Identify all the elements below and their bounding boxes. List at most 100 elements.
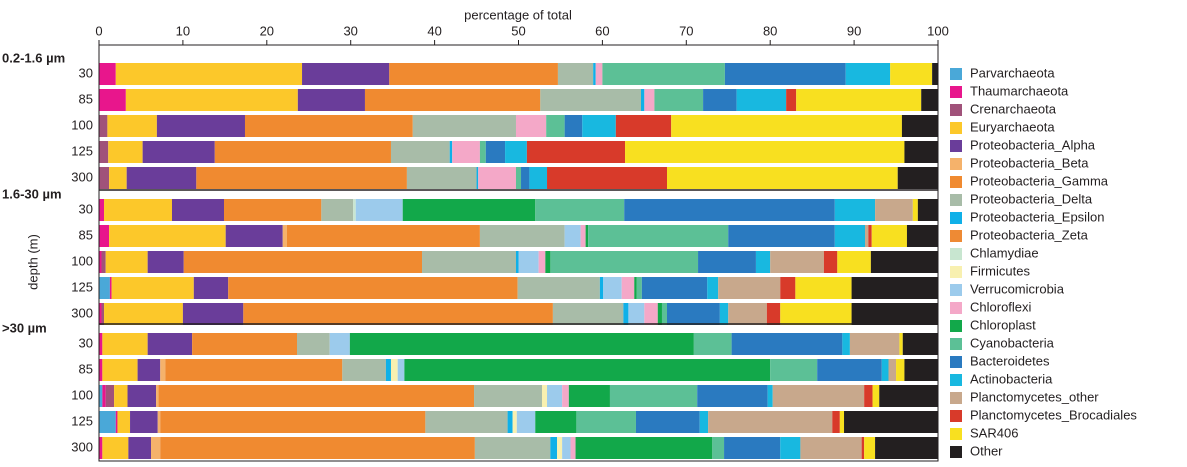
bar-segment (412, 115, 516, 137)
x-axis-title: percentage of total (464, 7, 572, 22)
bar-segment (699, 411, 709, 433)
bar-segment (888, 359, 897, 381)
bar-segment (644, 89, 655, 111)
legend-label: Proteobacteria_Zeta (970, 227, 1089, 242)
bar-segment (767, 385, 773, 407)
bar-segment (550, 251, 699, 273)
bar-segment (634, 277, 637, 299)
legend-swatch (950, 356, 962, 368)
bar-segment (899, 333, 903, 355)
bar-segment (99, 63, 116, 85)
bar-segment (102, 385, 106, 407)
bar-segment (842, 333, 850, 355)
bar-segment (99, 277, 110, 299)
bar-segment (875, 437, 938, 459)
bar-segment (397, 359, 405, 381)
bar-segment (404, 359, 771, 381)
bar-segment (703, 89, 737, 111)
bar-segment (667, 303, 720, 325)
bar-segment (708, 411, 833, 433)
bar-segment (505, 141, 527, 163)
bar-segment (114, 385, 128, 407)
bar-segment (476, 167, 479, 189)
bar-segment (849, 333, 900, 355)
legend-swatch (950, 158, 962, 170)
bar-segment (861, 437, 865, 459)
bar-segment (182, 303, 244, 325)
bar-segment (529, 167, 548, 189)
bar-segment (868, 225, 872, 247)
bar-segment (171, 199, 225, 221)
bar-segment (517, 277, 600, 299)
bar-segment (115, 411, 118, 433)
bar-segment (621, 277, 635, 299)
bar-segment (101, 251, 106, 273)
legend-label: Verrucomicrobia (970, 281, 1065, 296)
bar-segment (851, 277, 938, 299)
bar-segment (142, 141, 215, 163)
legend-swatch (950, 338, 962, 350)
y-tick-label: 85 (79, 227, 93, 242)
bar-segment (109, 225, 226, 247)
bar-segment (479, 225, 565, 247)
bar-segment (156, 385, 159, 407)
bar-segment (111, 277, 194, 299)
bar-segment (644, 303, 658, 325)
bar-segment (570, 437, 576, 459)
legend-label: Proteobacteria_Gamma (970, 173, 1109, 188)
bar-segment (485, 141, 506, 163)
bar-segment (355, 199, 403, 221)
bar-segment (538, 251, 546, 273)
x-tick-label: 10 (176, 23, 190, 38)
bar-segment (99, 141, 109, 163)
x-tick-label: 30 (343, 23, 357, 38)
bar-segment (564, 225, 581, 247)
legend-label: Proteobacteria_Delta (970, 191, 1093, 206)
x-tick-label: 0 (95, 23, 102, 38)
y-tick-label: 100 (71, 253, 93, 268)
x-tick-label: 100 (927, 23, 949, 38)
bar-segment (512, 411, 517, 433)
y-axis-title: depth (m) (25, 234, 40, 290)
bar-segment (99, 411, 116, 433)
bar-segment (661, 303, 668, 325)
bar-segment (890, 63, 933, 85)
bar-segment (115, 63, 303, 85)
bar-segment (425, 411, 508, 433)
legend-swatch (950, 302, 962, 314)
bar-segment (731, 333, 843, 355)
bar-segment (109, 167, 127, 189)
x-tick-label: 80 (763, 23, 777, 38)
bar-segment (117, 411, 131, 433)
legend-swatch (950, 374, 962, 386)
y-tick-label: 85 (79, 91, 93, 106)
bar-segment (193, 277, 229, 299)
bar-segment (102, 333, 148, 355)
bar-segment (160, 437, 475, 459)
bar-segment (547, 385, 563, 407)
bar-segment (515, 251, 519, 273)
bar-segment (872, 385, 880, 407)
bar-segment (780, 303, 852, 325)
x-tick-label: 90 (847, 23, 861, 38)
bar-segment (697, 385, 768, 407)
legend-label: Proteobacteria_Epsilon (970, 209, 1104, 224)
bar-segment (99, 359, 103, 381)
y-tick-label: 300 (71, 305, 93, 320)
bar-segment (902, 333, 938, 355)
bar-segment (667, 167, 898, 189)
bar-segment (728, 303, 767, 325)
bar-segment (654, 89, 704, 111)
bar-segment (593, 63, 596, 85)
legend-label: SAR406 (970, 425, 1018, 440)
bar-segment (364, 89, 541, 111)
bar-segment (214, 141, 391, 163)
bar-segment (127, 385, 157, 407)
bar-segment (518, 251, 539, 273)
legend-swatch (950, 410, 962, 422)
bar-segment (109, 277, 112, 299)
bar-segment (615, 115, 672, 137)
bar-segment (389, 63, 558, 85)
bar-segment (183, 251, 423, 273)
bar-segment (157, 411, 161, 433)
